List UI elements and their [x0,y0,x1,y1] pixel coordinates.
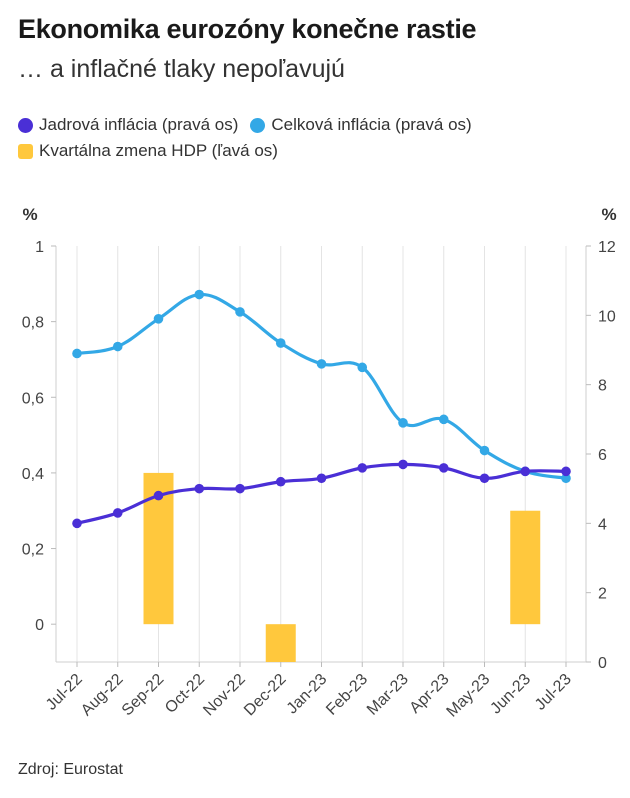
headline-inflation-point [194,289,205,300]
chart-subtitle: … a inflačné tlaky nepoľavujú [18,55,345,83]
legend-swatch-core-inflation [18,117,33,133]
x-tick-label: Oct-22 [162,671,208,717]
right-tick-label: 4 [598,516,607,533]
core-inflation-point [275,476,286,487]
headline-inflation-point [316,359,327,369]
right-tick-label: 10 [598,308,616,325]
left-axis-unit: % [22,205,37,224]
left-tick-label: 0,6 [22,390,44,407]
core-inflation-point [479,473,490,484]
right-tick-label: 6 [598,447,607,464]
headline-inflation-point [357,362,368,373]
core-inflation-point [316,473,327,484]
core-inflation-point [520,466,531,477]
left-tick-label: 0,8 [22,315,44,332]
x-tick-label: Aug-22 [78,671,127,720]
headline-inflation-point [112,341,123,352]
x-tick-label: Jul-23 [532,671,575,714]
left-tick-label: 0 [35,617,44,634]
x-tick-label: Nov-22 [200,671,249,720]
legend-swatch-gdp [18,143,33,159]
x-tick-label: Dec-22 [241,671,290,720]
right-tick-label: 0 [598,655,607,672]
headline-inflation-point [72,348,82,359]
legend-swatch-headline-inflation [250,117,266,133]
gdp-bar [510,510,541,625]
headline-inflation-point [479,445,490,456]
headline-inflation-point [235,307,245,317]
core-inflation-point [357,463,368,473]
right-axis-unit: % [601,205,616,224]
legend-item-headline-inflation: Celková inflácia (pravá os) [250,115,472,135]
source-note: Zdroj: Eurostat [18,761,123,778]
legend: Jadrová inflácia (pravá os) Celková infl… [18,112,618,164]
x-tick-label: May-23 [444,671,494,721]
left-tick-label: 1 [35,239,44,256]
core-inflation-point [112,508,123,518]
legend-item-core-inflation: Jadrová inflácia (pravá os) [18,115,238,135]
core-inflation-point [153,490,164,501]
x-tick-label: Feb-23 [323,671,371,719]
core-inflation-point [438,463,449,473]
x-tick-label: Jun-23 [487,671,534,718]
right-tick-label: 2 [598,586,607,603]
right-tick-label: 8 [598,378,607,395]
headline-inflation-point [398,418,408,428]
headline-inflation-point [438,414,449,425]
headline-inflation-point [275,338,286,348]
left-tick-label: 0,4 [22,466,44,483]
core-inflation-point [398,459,408,470]
core-inflation-point [194,483,205,494]
headline-inflation-point [561,473,571,484]
x-tick-label: Jan-23 [284,671,331,718]
x-tick-label: Mar-23 [364,671,412,719]
left-tick-label: 0,2 [22,542,44,559]
core-inflation-point [235,483,245,494]
legend-label-headline-inflation: Celková inflácia (pravá os) [271,115,472,134]
core-inflation-point [561,466,571,477]
legend-label-gdp: Kvartálna zmena HDP (ľavá os) [39,141,278,160]
x-tick-label: Sep-22 [119,671,168,720]
chart-title: Ekonomika eurozóny konečne rastie [18,14,477,44]
headline-inflation-point [153,314,164,324]
right-tick-label: 12 [598,239,616,256]
legend-label-core-inflation: Jadrová inflácia (pravá os) [39,115,239,134]
gdp-bar [265,624,296,662]
core-inflation-point [72,518,82,529]
legend-item-gdp: Kvartálna zmena HDP (ľavá os) [18,141,278,161]
